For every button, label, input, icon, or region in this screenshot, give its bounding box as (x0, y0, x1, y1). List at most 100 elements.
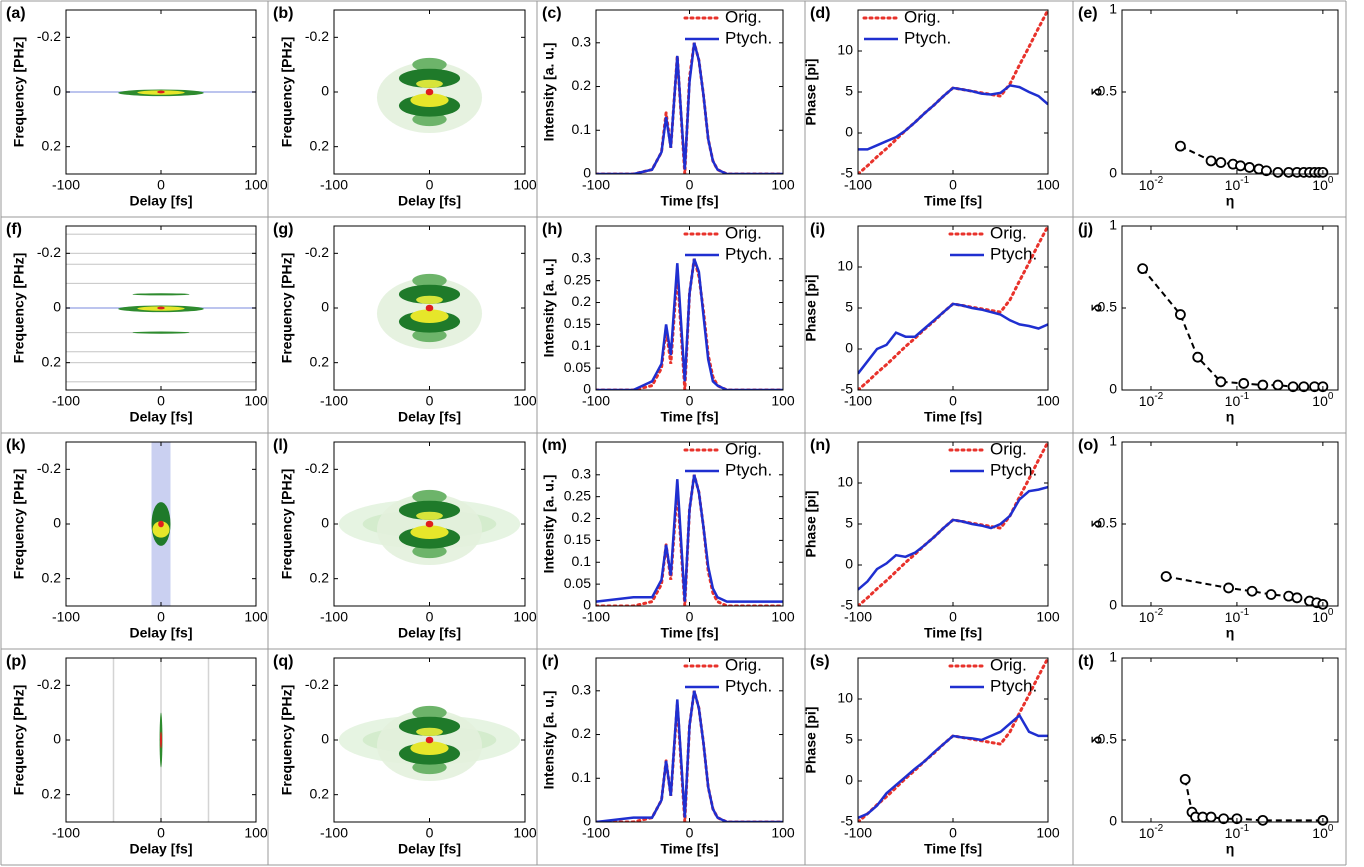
panel: (b) -100 0 100 -0.2 0 0.2 Delay [fs] Frequency [… (273, 5, 537, 208)
spectrogram-shape (425, 304, 434, 312)
y-axis-label: Phase [pi] (803, 275, 819, 342)
x-axis-label: Delay [fs] (398, 625, 461, 641)
x-tick-label: 0 (949, 609, 957, 625)
x-tick-label: -100 (52, 609, 80, 625)
legend-label: Ptych. (904, 28, 951, 47)
spectrogram-shape (152, 521, 170, 538)
y-tick-label: 0.2 (572, 725, 592, 741)
spectrogram-shape (425, 520, 434, 528)
scatter-point (1160, 571, 1172, 582)
spectrogram-shape (416, 511, 443, 520)
plot-area (596, 42, 783, 174)
x-axis-label: Time [fs] (660, 409, 718, 425)
y-tick-label: 0 (53, 731, 61, 747)
scatter-point (1244, 162, 1255, 173)
y-tick-label: 0 (321, 83, 329, 99)
series-line (858, 713, 1048, 820)
legend-label: Ptych. (990, 244, 1037, 263)
scatter-line (1141, 267, 1323, 388)
y-axis-label: Frequency [PHz] (11, 37, 27, 147)
spectrogram-band (66, 282, 256, 284)
x-tick-label: 100 (513, 825, 537, 841)
panel-label: (a) (6, 5, 26, 22)
x-tick-label: 0 (949, 393, 957, 409)
y-tick-label: -0.2 (305, 244, 329, 260)
x-tick-label: -100 (320, 393, 348, 409)
x-axis-label: Delay [fs] (129, 193, 192, 209)
scatter-point (1175, 309, 1186, 320)
legend-label: Orig. (990, 655, 1027, 674)
x-tick-label: -100 (844, 393, 872, 409)
panel-label: (n) (810, 437, 830, 454)
legend-label: Ptych. (990, 676, 1037, 695)
x-tick-label: -100 (52, 393, 80, 409)
panel: (s) -100 0 100 -5 0 5 10 Time [fs] Phase [pi] Orig… (803, 653, 1060, 856)
series-line (858, 84, 1048, 151)
series-line (596, 258, 783, 390)
x-tick-label: 0 (686, 609, 694, 625)
y-tick-label: 0.2 (572, 293, 592, 309)
x-tick-label: 10-2 (1139, 175, 1164, 193)
x-tick-label-base: 10 (1225, 393, 1241, 409)
y-tick-label: 0.3 (572, 682, 592, 698)
series-line (596, 690, 783, 822)
x-axis-label: Time [fs] (924, 409, 982, 425)
x-axis-label: Delay [fs] (129, 409, 192, 425)
y-tick-label: -0.2 (37, 460, 61, 476)
x-tick-label: 10-2 (1139, 391, 1164, 409)
x-tick-label: 100 (771, 177, 795, 193)
panel-label: (c) (542, 5, 562, 22)
y-axis-label: Frequency [PHz] (279, 685, 295, 795)
scatter-point (1272, 379, 1284, 391)
legend-label: Orig. (990, 439, 1027, 458)
legend-label: Ptych. (725, 28, 772, 47)
x-axis-label: Time [fs] (924, 625, 982, 641)
y-tick-label: 0 (53, 299, 61, 315)
y-tick-label: 10 (837, 258, 853, 274)
y-tick-label: 0 (1109, 813, 1117, 829)
y-tick-label: -0.2 (37, 676, 61, 692)
x-tick-label: 100 (244, 825, 268, 841)
x-tick-label: 100 (244, 393, 268, 409)
x-tick-label: -100 (844, 177, 872, 193)
x-tick-label-base: 10 (1312, 609, 1328, 625)
y-tick-label: 5 (845, 515, 853, 531)
panel: (q) -100 0 100 -0.2 0 0.2 Delay [fs] Frequency [… (273, 653, 537, 856)
y-axis-label: Intensity [a. u.] (541, 475, 557, 574)
panel-label: (i) (810, 221, 825, 238)
x-tick-label: -100 (52, 177, 80, 193)
panel-label: (j) (1078, 221, 1093, 238)
y-axis-label: Frequency [PHz] (279, 37, 295, 147)
panel-label: (h) (542, 221, 562, 238)
y-tick-label: 0.3 (572, 34, 592, 50)
x-axis-label: Time [fs] (660, 193, 718, 209)
x-tick-label-base: 10 (1139, 609, 1155, 625)
plot-area (66, 89, 256, 97)
panel: (d) -100 0 100 -5 0 5 10 Time [fs] Phase [pi] Orig… (803, 5, 1060, 208)
legend-label: Ptych. (990, 460, 1037, 479)
x-axis-label: Time [fs] (924, 193, 982, 209)
legend-label: Orig. (725, 223, 762, 242)
x-tick-label-exp: 0 (1328, 391, 1334, 402)
x-tick-label: 100 (244, 177, 268, 193)
panel-label: (l) (273, 437, 288, 454)
panel-label: (r) (542, 653, 559, 670)
y-tick-label: 0.2 (310, 137, 330, 153)
panel: (g) -100 0 100 -0.2 0 0.2 Delay [fs] Frequency [… (273, 221, 537, 424)
y-tick-label: 0 (321, 515, 329, 531)
y-tick-label: 0 (1109, 597, 1117, 613)
x-tick-label: 0 (949, 825, 957, 841)
x-tick-label: 100 (771, 393, 795, 409)
y-tick-label: 0.1 (572, 337, 592, 353)
scatter-point (1215, 376, 1227, 388)
x-tick-label: 0 (157, 393, 165, 409)
y-tick-label: 1 (1109, 433, 1117, 449)
y-axis-label: Frequency [PHz] (11, 253, 27, 363)
x-tick-label-base: 10 (1312, 177, 1328, 193)
spectrogram-shape (410, 741, 449, 756)
scatter-point (1291, 592, 1303, 604)
